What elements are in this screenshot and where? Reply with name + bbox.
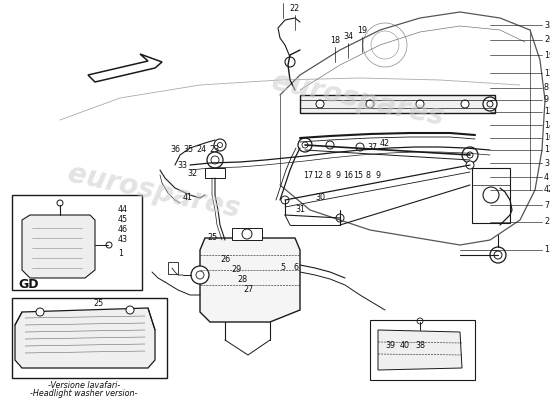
Polygon shape bbox=[378, 330, 462, 370]
Text: 44: 44 bbox=[118, 206, 128, 214]
Circle shape bbox=[191, 266, 209, 284]
Text: 4: 4 bbox=[544, 172, 549, 182]
Text: 7: 7 bbox=[544, 200, 549, 210]
Text: 45: 45 bbox=[118, 216, 128, 224]
Text: 9: 9 bbox=[336, 170, 340, 180]
Text: 19: 19 bbox=[357, 26, 367, 35]
Bar bbox=[205, 168, 225, 178]
Text: 25: 25 bbox=[93, 298, 103, 308]
Text: 10: 10 bbox=[544, 134, 550, 142]
Text: 16: 16 bbox=[343, 170, 353, 180]
Text: 23: 23 bbox=[209, 146, 219, 154]
Bar bbox=[232, 228, 262, 240]
Text: 41: 41 bbox=[183, 194, 193, 202]
Circle shape bbox=[461, 100, 469, 108]
Text: 30: 30 bbox=[315, 192, 325, 202]
Polygon shape bbox=[15, 308, 155, 368]
Circle shape bbox=[126, 306, 134, 314]
Bar bbox=[370, 320, 475, 380]
Circle shape bbox=[316, 100, 324, 108]
Text: 1: 1 bbox=[544, 246, 549, 254]
Text: 12: 12 bbox=[313, 170, 323, 180]
Text: 3: 3 bbox=[544, 158, 549, 168]
Text: 21: 21 bbox=[278, 0, 288, 1]
Circle shape bbox=[36, 308, 44, 316]
Text: 6: 6 bbox=[294, 264, 299, 272]
Bar bbox=[472, 168, 510, 223]
Text: -Versione lavafari-: -Versione lavafari- bbox=[48, 380, 120, 390]
Text: 35: 35 bbox=[183, 146, 193, 154]
Text: 19: 19 bbox=[544, 50, 550, 60]
Text: 15: 15 bbox=[353, 170, 363, 180]
Bar bbox=[168, 262, 178, 274]
Circle shape bbox=[336, 214, 344, 222]
Text: 17: 17 bbox=[303, 170, 313, 180]
Text: 39: 39 bbox=[385, 340, 395, 350]
Text: 8: 8 bbox=[366, 170, 371, 180]
Text: 9: 9 bbox=[376, 170, 381, 180]
Text: 29: 29 bbox=[232, 266, 242, 274]
Circle shape bbox=[207, 152, 223, 168]
Text: 35: 35 bbox=[544, 20, 550, 30]
Circle shape bbox=[490, 247, 506, 263]
Text: 31: 31 bbox=[295, 206, 305, 214]
Text: 26: 26 bbox=[220, 256, 230, 264]
Text: 24: 24 bbox=[196, 146, 206, 154]
Text: 20: 20 bbox=[544, 36, 550, 44]
Text: 25: 25 bbox=[207, 234, 217, 242]
Bar bbox=[12, 298, 167, 378]
Text: 37: 37 bbox=[367, 144, 377, 152]
Circle shape bbox=[298, 138, 312, 152]
Circle shape bbox=[366, 100, 374, 108]
Text: 32: 32 bbox=[187, 168, 197, 178]
Circle shape bbox=[466, 161, 474, 169]
Text: -Headlight washer version-: -Headlight washer version- bbox=[30, 388, 138, 398]
Circle shape bbox=[281, 196, 289, 204]
Polygon shape bbox=[88, 54, 162, 82]
Circle shape bbox=[416, 100, 424, 108]
Text: eurospares: eurospares bbox=[65, 160, 243, 224]
Text: 11: 11 bbox=[544, 146, 550, 154]
Text: 8: 8 bbox=[544, 84, 549, 92]
Text: 1: 1 bbox=[118, 248, 123, 258]
Text: 5: 5 bbox=[280, 264, 285, 272]
Text: 28: 28 bbox=[237, 276, 247, 284]
Text: 33: 33 bbox=[177, 160, 187, 170]
Text: GD: GD bbox=[18, 278, 38, 292]
Text: 18: 18 bbox=[330, 36, 340, 45]
Text: 22: 22 bbox=[290, 4, 300, 13]
Text: 9: 9 bbox=[544, 96, 549, 104]
Text: 38: 38 bbox=[415, 340, 425, 350]
Text: 42: 42 bbox=[380, 138, 390, 148]
Bar bbox=[12, 195, 142, 290]
Text: 12: 12 bbox=[544, 68, 550, 78]
Polygon shape bbox=[200, 238, 300, 322]
Circle shape bbox=[462, 147, 478, 163]
Text: 42: 42 bbox=[544, 186, 550, 194]
Text: 40: 40 bbox=[400, 340, 410, 350]
Bar bbox=[300, 95, 495, 113]
Text: 2: 2 bbox=[544, 218, 549, 226]
Circle shape bbox=[483, 97, 497, 111]
Text: 34: 34 bbox=[343, 32, 353, 41]
Text: 14: 14 bbox=[544, 120, 550, 130]
Text: 43: 43 bbox=[118, 236, 128, 244]
Text: 46: 46 bbox=[118, 226, 128, 234]
Polygon shape bbox=[22, 215, 95, 278]
Circle shape bbox=[214, 139, 226, 151]
Text: 8: 8 bbox=[326, 170, 331, 180]
Text: 27: 27 bbox=[243, 286, 253, 294]
Text: eurospares: eurospares bbox=[269, 68, 446, 132]
Text: 36: 36 bbox=[170, 146, 180, 154]
Text: 13: 13 bbox=[544, 108, 550, 116]
